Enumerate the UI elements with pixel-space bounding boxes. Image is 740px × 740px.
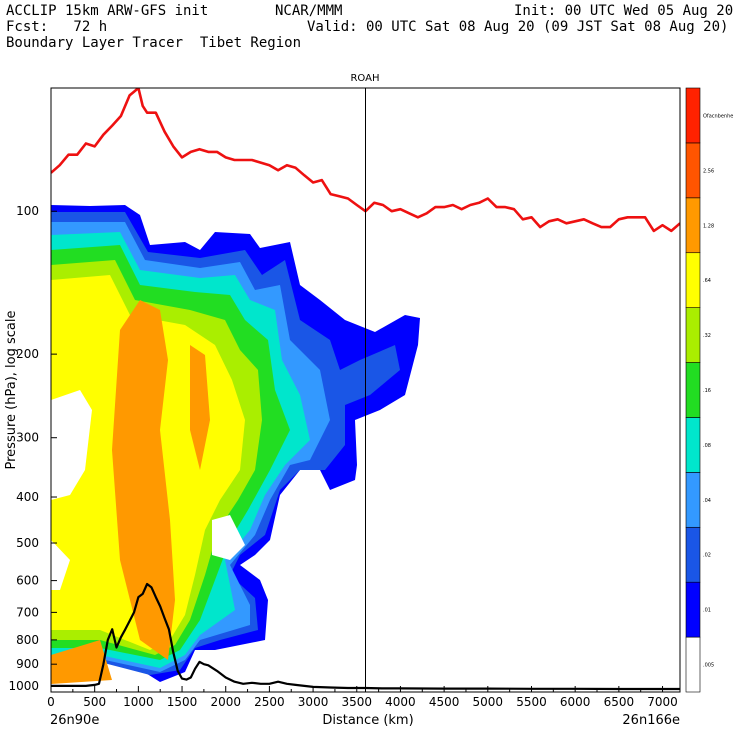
- x-tick-label: 4000: [385, 695, 416, 709]
- x-tick-label: 3000: [298, 695, 329, 709]
- contour-region-7: [51, 640, 112, 684]
- colorbar-swatch: [685, 87, 701, 144]
- colorbar-swatch: [685, 142, 701, 199]
- terrain-line: [51, 582, 680, 691]
- x-tick-label: 1000: [123, 695, 154, 709]
- colorbar-label: Ofacnbenhe: [703, 113, 733, 119]
- colorbar-label: .64: [703, 278, 711, 284]
- contour-gap-1: [212, 515, 245, 560]
- contour-gap-2: [51, 540, 70, 590]
- x-axis-label: Distance (km): [322, 713, 413, 728]
- x-start-label: 26n90e: [50, 713, 99, 728]
- colorbar-swatch: [685, 307, 701, 363]
- colorbar-label: .04: [703, 498, 711, 504]
- x-tick-label: 0: [47, 695, 55, 709]
- x-tick-label: 6000: [560, 695, 591, 709]
- colorbar-label: .08: [703, 443, 711, 449]
- contour-region-9: [190, 345, 210, 470]
- x-tick-label: 6500: [604, 695, 635, 709]
- header-init-time: Init: 00 UTC Wed 05 Aug 20: [514, 3, 734, 19]
- x-tick-label: 7000: [647, 695, 678, 709]
- plot-frame: [50, 87, 681, 693]
- header-field-name: Boundary Layer Tracer Tibet Region: [6, 35, 302, 51]
- x-tick-label: 5000: [473, 695, 504, 709]
- colorbar-label: 2.56: [703, 168, 714, 174]
- colorbar-swatch: [685, 526, 701, 583]
- colorbar-label: .02: [703, 553, 711, 559]
- header-title: ACCLIP 15km ARW-GFS init: [6, 3, 209, 19]
- y-tick-label: 400: [16, 490, 39, 504]
- x-tick-label: 5500: [516, 695, 547, 709]
- header-valid-time: Valid: 00 UTC Sat 08 Aug 20 (09 JST Sat …: [307, 19, 729, 35]
- colorbar-swatch: [685, 581, 701, 638]
- colorbar-label: 1.28: [703, 223, 714, 229]
- x-tick-label: 3500: [341, 695, 372, 709]
- contour-gap-0: [51, 390, 92, 500]
- y-axis-label: Pressure (hPa), log scale: [4, 311, 19, 470]
- y-tick-label: 1000: [8, 679, 39, 693]
- axes: 0 500 1000 1500 2000 2500 3000 3500 4000 4500 5000…: [8, 204, 677, 709]
- colorbar-label: .01: [703, 608, 711, 614]
- y-tick-label: 200: [16, 347, 39, 361]
- marker-label: ROAH: [350, 73, 379, 84]
- colorbar-label: .005: [703, 663, 714, 669]
- colorbar-label: .32: [703, 333, 711, 339]
- y-tick-label: 800: [16, 633, 39, 647]
- colorbar-swatch: [685, 636, 701, 693]
- y-tick-label: 300: [16, 431, 39, 445]
- colorbar-label: .16: [703, 388, 711, 394]
- colorbar-swatch: [685, 417, 701, 473]
- tracer-contour-fill: [51, 205, 420, 684]
- x-tick-label: 1500: [167, 695, 198, 709]
- line-layer: [51, 88, 680, 692]
- contour-region-8: [112, 300, 175, 660]
- colorbar-swatch: [685, 197, 701, 254]
- y-tick-label: 700: [16, 605, 39, 619]
- x-tick-label: 500: [83, 695, 106, 709]
- y-tick-label: 900: [16, 657, 39, 671]
- y-tick-label: 600: [16, 574, 39, 588]
- y-tick-label: 500: [16, 536, 39, 550]
- colorbar: .005 .01 .02 .04 .08 .16 .32 .64 1.28 2.56 Ofacnbe…: [685, 87, 733, 693]
- x-tick-label: 2500: [254, 695, 285, 709]
- colorbar-swatch: [685, 362, 701, 418]
- colorbar-swatch: [685, 252, 701, 308]
- colorbar-swatch: [685, 472, 701, 528]
- y-tick-label: 100: [16, 204, 39, 218]
- x-tick-label: 4500: [429, 695, 460, 709]
- x-tick-label: 2000: [210, 695, 241, 709]
- x-end-label: 26n166e: [622, 713, 680, 728]
- header-forecast-hour: Fcst: 72 h: [6, 19, 108, 35]
- header-org: NCAR/MMM: [275, 3, 343, 19]
- red-line: [51, 88, 680, 233]
